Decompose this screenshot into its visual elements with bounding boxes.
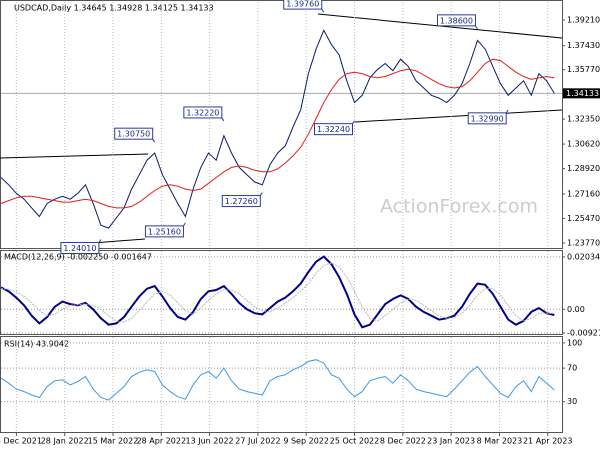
macd-title: MACD(12,26,9) -0.002250 -0.001647 [4, 253, 152, 262]
y-tick-label: 1.30620 [567, 140, 600, 149]
x-tick-label: 21 Apr 2023 [523, 437, 572, 446]
annotation-label: 1.39760 [286, 0, 319, 9]
annotation-label: 1.32990 [471, 114, 504, 123]
annotation-box [114, 127, 154, 140]
x-tick-label: 8 Dec 2022 [380, 437, 426, 446]
annotation-label: 1.27260 [225, 197, 258, 206]
y-tick-label: 1.23770 [567, 238, 600, 247]
annotation-box [314, 123, 354, 136]
rsi-panel [0, 336, 563, 433]
annotation-box [60, 241, 100, 254]
y-tick-label: 1.25470 [567, 214, 600, 223]
annotation-box [283, 0, 323, 10]
last-price-box [563, 88, 600, 99]
y-tick-label: 0.020349 [567, 252, 600, 261]
annotation-label: 1.30750 [117, 130, 150, 139]
y-tick-label: 1.37430 [567, 41, 600, 50]
series-line [0, 29, 555, 229]
y-tick-label: 1.35770 [567, 65, 600, 74]
watermark: ActionForex.com [380, 196, 538, 218]
annotation-label: 1.24010 [63, 244, 96, 253]
rsi-title: RSI(14) 43.9042 [4, 340, 69, 349]
trendline [0, 153, 149, 159]
macd-panel [0, 250, 563, 335]
x-tick-label: 27 Jul 2022 [235, 437, 280, 446]
price-panel [0, 0, 563, 249]
annotation-label: 1.25160 [148, 227, 181, 236]
series-line [0, 58, 555, 209]
chart-title: USDCAD,Daily 1.34645 1.34928 1.34125 1.3… [14, 4, 214, 13]
annotation-box [436, 14, 476, 27]
y-tick-label: 0.00 [567, 305, 585, 314]
y-tick-label: 30 [567, 397, 577, 406]
series-line [0, 262, 555, 323]
y-tick-label: 1.39210 [567, 16, 600, 25]
annotation-label: 1.32240 [317, 125, 350, 134]
x-tick-label: 23 Jan 2023 [427, 437, 475, 446]
last-price-label: 1.34133 [566, 89, 599, 98]
y-tick-label: 1.32350 [567, 115, 600, 124]
annotation-box [221, 195, 261, 208]
annotation-box [467, 112, 507, 125]
annotation-label: 1.38600 [440, 16, 473, 25]
x-tick-label: 15 Mar 2022 [88, 437, 139, 446]
y-tick-label: 100 [567, 338, 582, 347]
x-tick-label: 25 Oct 2022 [330, 437, 379, 446]
series-line [0, 359, 555, 401]
annotation-box [183, 106, 223, 119]
x-tick-label: 9 Sep 2022 [283, 437, 329, 446]
y-tick-label: 1.27160 [567, 190, 600, 199]
series-line [0, 255, 555, 329]
x-tick-label: 8 Mar 2023 [477, 437, 523, 446]
x-tick-label: 13 Jun 2022 [186, 437, 234, 446]
y-tick-label: 1.28920 [567, 164, 600, 173]
x-tick-label: 28 Apr 2022 [137, 437, 186, 446]
x-tick-label: 15 Dec 2021 [0, 437, 42, 446]
y-tick-label: -0.009215 [567, 329, 600, 338]
annotation-label: 1.32220 [186, 108, 219, 117]
annotation-box [144, 225, 184, 238]
trendline [354, 109, 563, 123]
x-tick-label: 28 Jan 2022 [41, 437, 89, 446]
y-tick-label: 70 [567, 364, 577, 373]
